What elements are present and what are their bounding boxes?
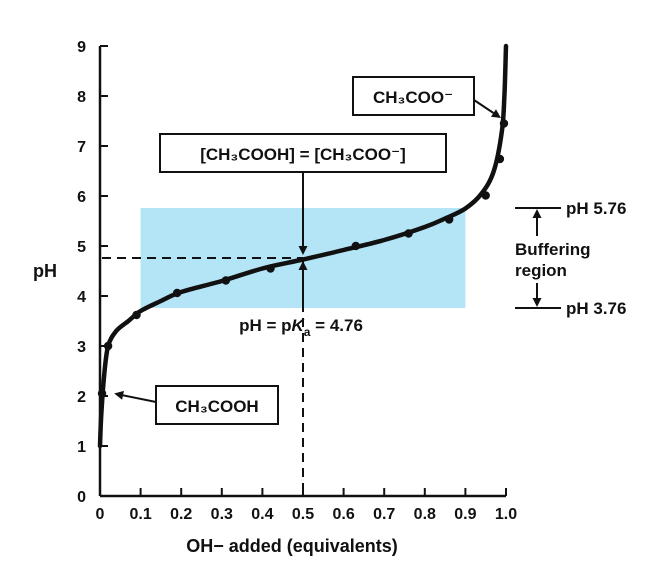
x-axis-ticks: 0 0.1 0.2 0.3 0.4 0.5 0.6 0.7 0.8 0.9 1.0 xyxy=(96,488,517,523)
buffering-bracket xyxy=(515,207,561,309)
data-point xyxy=(132,310,141,320)
x-tick-label: 1.0 xyxy=(495,506,517,523)
x-axis-title: OH− added (equivalents) xyxy=(186,536,398,556)
y-tick-label: 4 xyxy=(77,289,86,306)
titration-curve xyxy=(97,43,509,449)
data-point xyxy=(266,264,275,273)
y-tick-label: 3 xyxy=(77,339,86,356)
x-tick-label: 0.1 xyxy=(129,506,151,523)
data-point xyxy=(444,215,454,224)
acid-arrow xyxy=(122,394,157,403)
buffering-label-line1: Buffering xyxy=(515,240,591,259)
buffering-label-line2: region xyxy=(515,261,567,280)
data-point xyxy=(97,389,107,398)
data-point xyxy=(404,229,413,238)
y-tick-label: 2 xyxy=(77,389,86,406)
acid-label: CH₃COOH xyxy=(175,397,258,416)
base-arrow xyxy=(473,99,495,114)
pka-label: pH = pKa = 4.76 xyxy=(239,316,363,339)
y-tick-label: 5 xyxy=(77,239,86,256)
y-tick-label: 0 xyxy=(77,489,86,506)
bracket-up-arrowhead xyxy=(532,209,542,218)
data-point xyxy=(499,119,509,128)
base-arrowhead xyxy=(490,109,501,118)
y-tick-label: 9 xyxy=(77,39,86,56)
x-tick-label: 0.2 xyxy=(170,506,192,523)
x-tick-label: 0.3 xyxy=(211,506,233,523)
x-tick-label: 0.9 xyxy=(454,506,476,523)
pka-arrowhead xyxy=(298,261,308,270)
data-point xyxy=(495,154,505,164)
y-tick-label: 1 xyxy=(77,439,86,456)
data-point xyxy=(103,341,113,351)
ph-high-label: pH 5.76 xyxy=(566,199,626,218)
data-point xyxy=(172,288,182,298)
y-tick-label: 7 xyxy=(77,139,86,156)
ph-low-label: pH 3.76 xyxy=(566,299,626,318)
acid-box xyxy=(155,385,279,425)
y-axis-ticks: 0 1 2 3 4 5 6 7 8 9 xyxy=(77,39,108,506)
data-point xyxy=(351,241,360,251)
base-label: CH₃COO⁻ xyxy=(373,88,453,107)
acid-arrowhead xyxy=(114,390,124,400)
data-point xyxy=(481,191,490,200)
bracket-down-arrowhead xyxy=(532,298,542,307)
x-tick-label: 0.5 xyxy=(292,506,314,523)
x-tick-label: 0.6 xyxy=(332,506,354,523)
y-tick-label: 6 xyxy=(77,189,86,206)
base-box xyxy=(352,76,475,116)
equality-label: [CH₃COOH] = [CH₃COO⁻] xyxy=(200,145,406,164)
equality-arrowhead xyxy=(298,246,308,255)
x-tick-label: 0.8 xyxy=(414,506,436,523)
x-tick-label: 0.7 xyxy=(373,506,395,523)
x-tick-label: 0 xyxy=(96,506,105,523)
y-tick-label: 8 xyxy=(77,89,86,106)
curve-data-points xyxy=(97,119,509,398)
y-axis-title: pH xyxy=(33,261,57,281)
x-tick-label: 0.4 xyxy=(251,506,273,523)
data-point xyxy=(221,276,231,285)
